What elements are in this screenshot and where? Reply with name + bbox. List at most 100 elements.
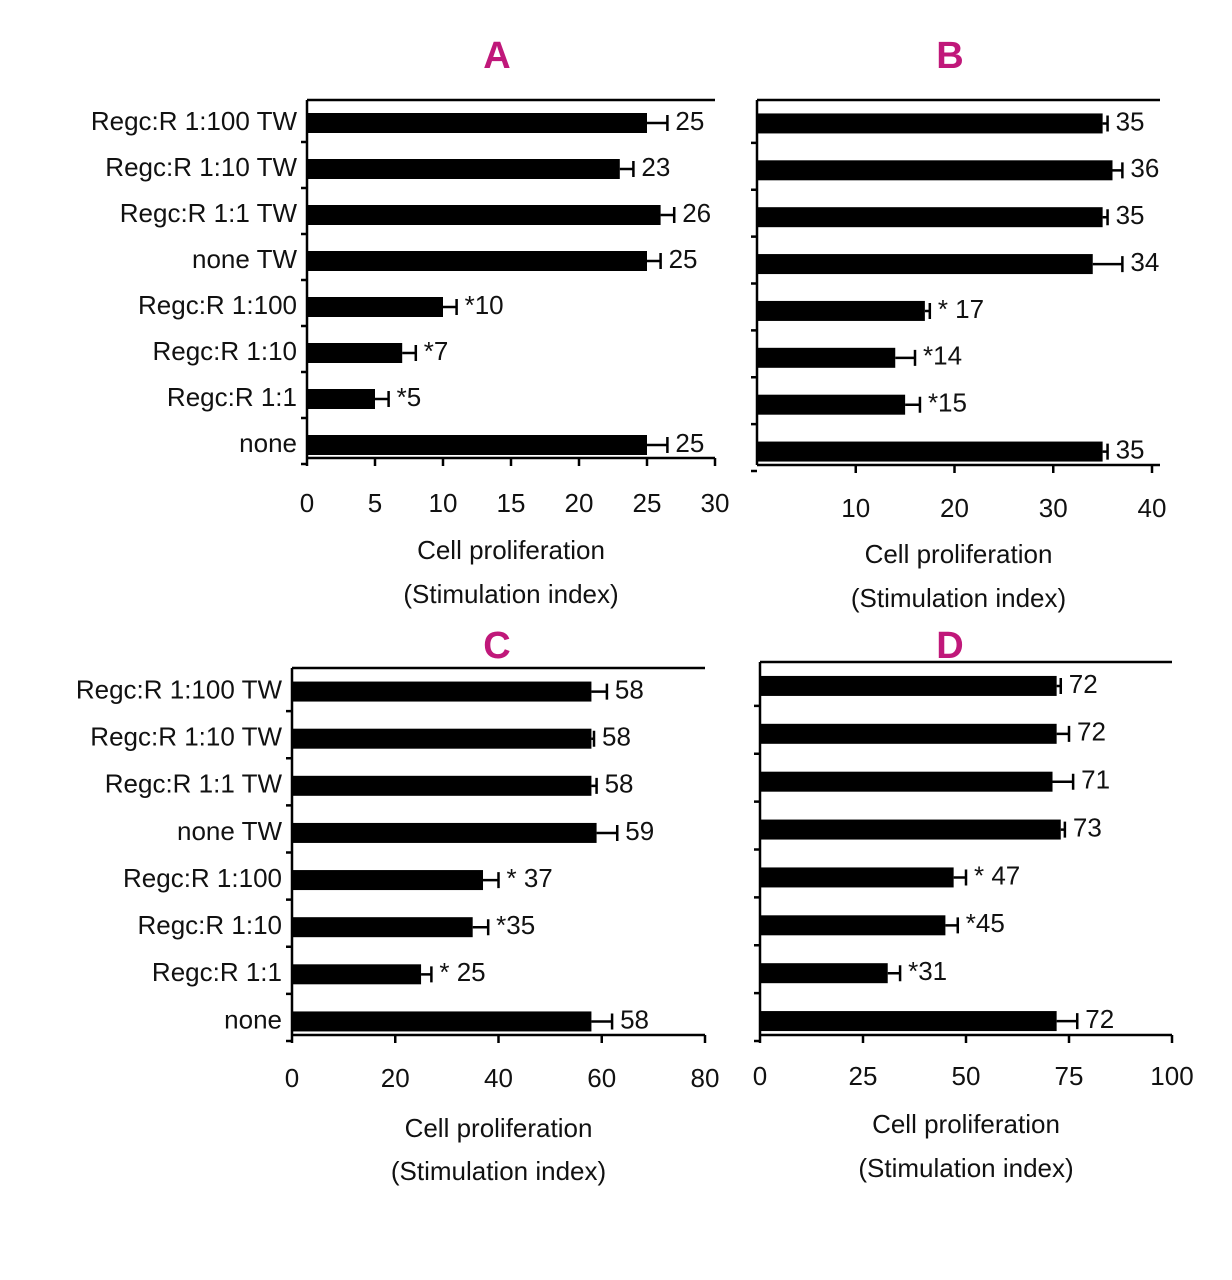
error-bar	[402, 345, 418, 361]
value-label: 35	[1116, 434, 1145, 464]
bar	[292, 681, 592, 702]
bar	[307, 343, 403, 363]
value-label: * 47	[974, 860, 1020, 890]
bar	[307, 389, 375, 409]
x-tick-label: 80	[691, 1063, 720, 1093]
category-label: none TW	[177, 816, 282, 846]
error-bar	[1112, 162, 1124, 179]
bar	[307, 297, 443, 317]
error-bar	[953, 869, 968, 886]
error-bar	[596, 824, 619, 841]
bar	[292, 964, 422, 985]
value-label: * 25	[439, 957, 485, 987]
bar	[760, 819, 1061, 840]
bar	[757, 441, 1103, 462]
value-label: 58	[602, 722, 631, 752]
error-bar	[443, 299, 458, 315]
bar	[292, 775, 592, 796]
x-tick-label: 100	[1150, 1061, 1193, 1091]
x-tick-label: 30	[701, 488, 730, 518]
value-label: 58	[615, 674, 644, 704]
x-axis-label: (Stimulation index)	[858, 1153, 1073, 1183]
value-label: 26	[682, 198, 711, 228]
value-label: *10	[465, 290, 504, 320]
x-tick-label: 15	[497, 488, 526, 518]
value-label: 72	[1069, 669, 1098, 699]
error-bar	[472, 919, 490, 936]
bar	[760, 867, 954, 888]
bar	[292, 870, 484, 891]
x-tick-label: 0	[753, 1061, 767, 1091]
x-tick-label: 40	[1138, 493, 1167, 523]
bar	[307, 251, 647, 271]
x-tick-label: 40	[484, 1063, 513, 1093]
error-bar	[1102, 115, 1109, 132]
value-label: 72	[1077, 717, 1106, 747]
value-label: 58	[620, 1004, 649, 1034]
bar	[760, 915, 946, 936]
bar	[757, 207, 1103, 228]
bar	[760, 1011, 1057, 1032]
panel-title: A	[483, 35, 510, 77]
category-label: Regc:R 1:100 TW	[91, 106, 298, 136]
value-label: 71	[1081, 765, 1110, 795]
panel-title: C	[483, 625, 510, 667]
category-label: Regc:R 1:10	[137, 910, 282, 940]
x-axis-label: (Stimulation index)	[851, 583, 1066, 613]
value-label: 25	[675, 106, 704, 136]
x-tick-label: 5	[368, 488, 382, 518]
value-label: 34	[1130, 247, 1159, 277]
x-tick-label: 20	[381, 1063, 410, 1093]
error-bar	[619, 161, 635, 177]
bar	[760, 963, 888, 984]
error-bar	[1102, 209, 1109, 226]
error-bar	[1056, 677, 1063, 694]
value-label: 35	[1116, 106, 1145, 136]
bar	[760, 723, 1057, 744]
value-label: * 37	[507, 863, 553, 893]
category-label: Regc:R 1:1 TW	[105, 769, 283, 799]
category-label: Regc:R 1:100 TW	[76, 674, 283, 704]
bar	[757, 347, 896, 368]
bar	[760, 771, 1053, 792]
x-tick-label: 10	[841, 493, 870, 523]
value-label: *14	[923, 341, 962, 371]
bar	[292, 917, 473, 938]
x-axis-label: Cell proliferation	[865, 539, 1053, 569]
bar	[292, 822, 597, 843]
error-bar	[647, 115, 669, 131]
value-label: *31	[908, 956, 947, 986]
bar	[757, 254, 1093, 275]
value-label: *15	[928, 388, 967, 418]
bar	[757, 394, 906, 415]
bar	[757, 300, 925, 321]
value-label: *45	[966, 908, 1005, 938]
value-label: 23	[641, 152, 670, 182]
category-label: Regc:R 1:100	[123, 863, 282, 893]
bar	[307, 205, 661, 225]
error-bar	[1102, 443, 1109, 460]
value-label: 35	[1116, 200, 1145, 230]
category-label: none	[224, 1004, 282, 1034]
error-bar	[375, 391, 390, 407]
x-tick-label: 20	[940, 493, 969, 523]
error-bar	[591, 777, 598, 794]
x-tick-label: 0	[285, 1063, 299, 1093]
value-label: 36	[1130, 153, 1159, 183]
x-axis-label: Cell proliferation	[417, 535, 605, 565]
x-tick-label: 30	[1039, 493, 1068, 523]
error-bar	[924, 302, 932, 319]
category-label: Regc:R 1:10 TW	[90, 722, 282, 752]
value-label: 72	[1085, 1004, 1114, 1034]
x-tick-label: 0	[300, 488, 314, 518]
bar	[757, 160, 1113, 181]
bar	[292, 728, 592, 749]
error-bar	[660, 207, 676, 223]
x-tick-label: 60	[587, 1063, 616, 1093]
bar	[307, 435, 647, 455]
error-bar	[1052, 773, 1075, 790]
error-bar	[1060, 821, 1067, 838]
error-bar	[591, 730, 596, 747]
value-label: *35	[496, 910, 535, 940]
